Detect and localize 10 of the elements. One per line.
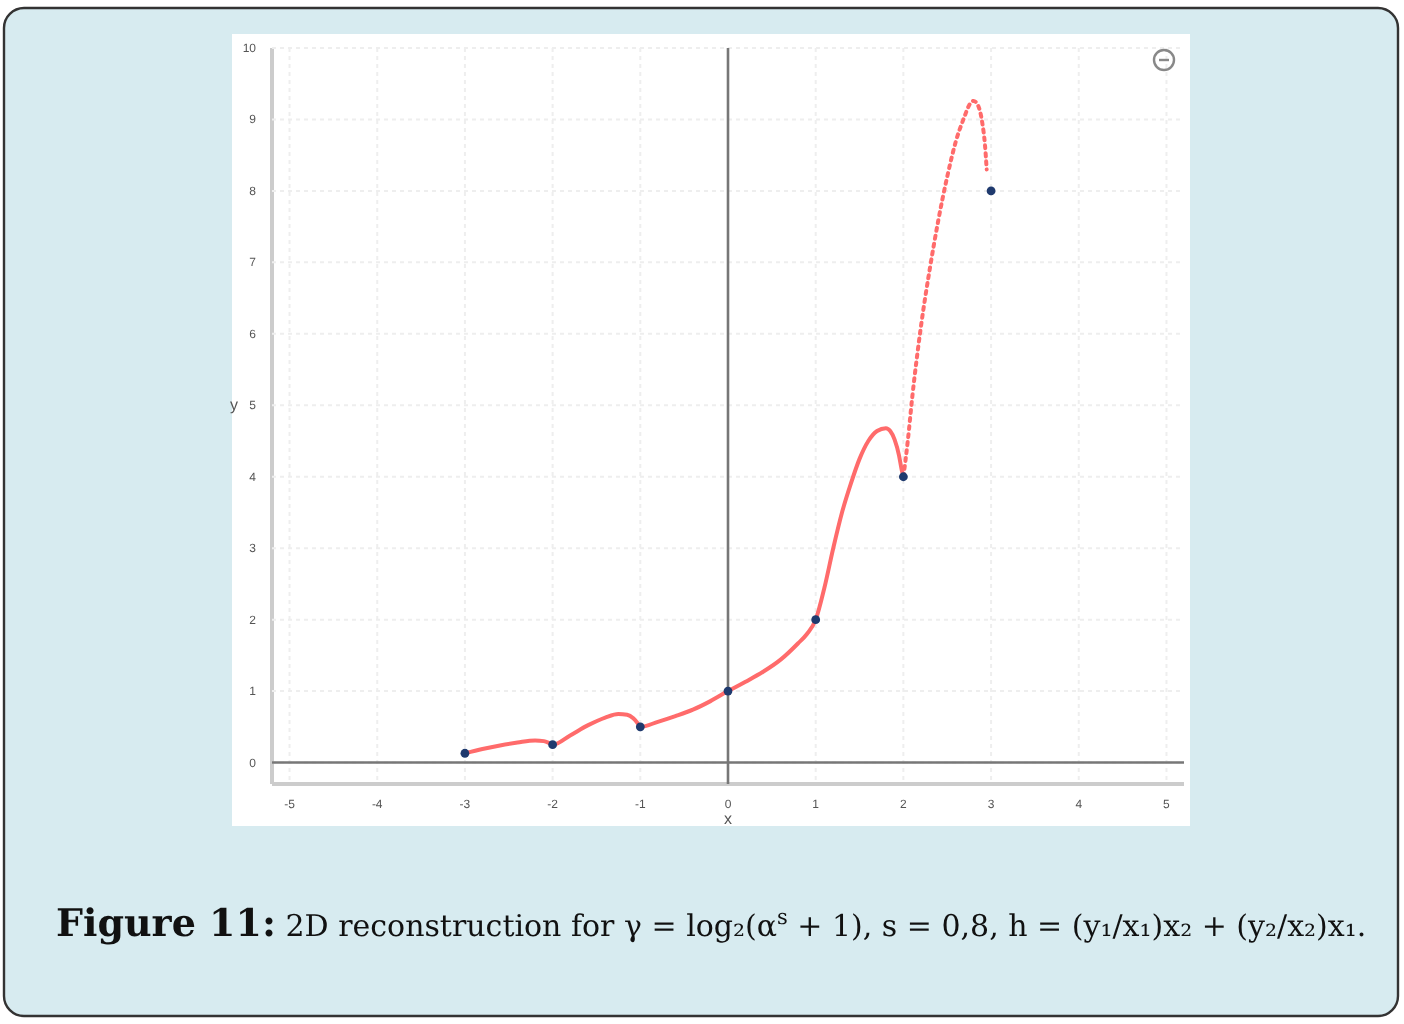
point (548, 740, 558, 750)
point (723, 686, 733, 696)
y-axis-title: y (230, 396, 238, 414)
point (986, 186, 996, 196)
point (898, 472, 908, 482)
x-axis-title: x (724, 810, 732, 828)
point (460, 748, 470, 758)
caption: Figure 11: 2D reconstruction for γ = log₂(α$^{s}$ + 1), s = 0,8, h = (y₁/x₁)x₂ + (y₂/x₂)x₁. (56, 902, 1367, 946)
point (635, 722, 645, 732)
point (811, 615, 821, 625)
